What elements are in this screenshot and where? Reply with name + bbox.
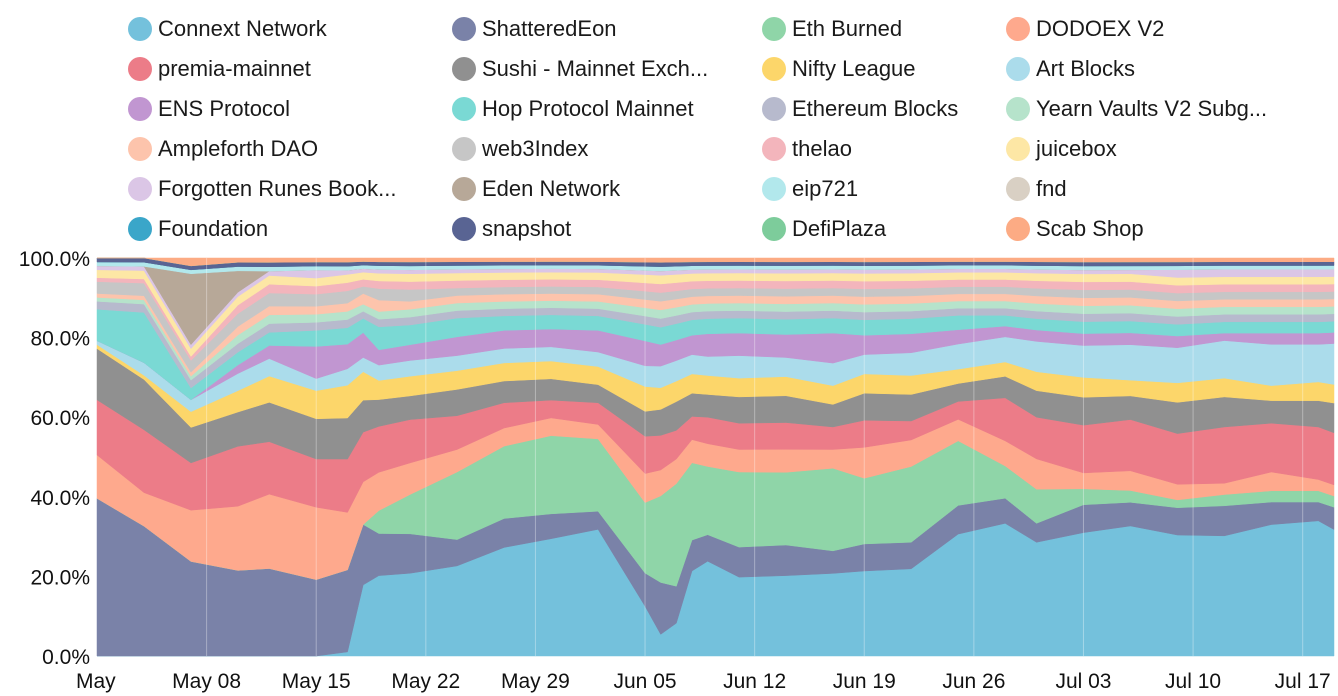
legend-label: ENS Protocol bbox=[158, 96, 291, 121]
legend-swatch bbox=[452, 17, 476, 41]
legend-item-connext-network[interactable]: Connext Network bbox=[128, 14, 327, 44]
legend-item-eip721[interactable]: eip721 bbox=[762, 174, 858, 204]
legend-item-defiplaza[interactable]: DefiPlaza bbox=[762, 214, 886, 244]
x-tick-label: May 15 bbox=[282, 670, 351, 693]
legend-label: Ampleforth DAO bbox=[158, 136, 319, 161]
legend-swatch bbox=[1006, 57, 1030, 81]
y-tick-label: 100.0% bbox=[19, 248, 90, 271]
legend-label: thelao bbox=[792, 136, 852, 161]
legend-label: DefiPlaza bbox=[792, 216, 887, 241]
area-layers bbox=[96, 257, 1335, 657]
legend-item-yearn-vaults-v2-subg[interactable]: Yearn Vaults V2 Subg... bbox=[1006, 94, 1267, 124]
legend-item-eden-network[interactable]: Eden Network bbox=[452, 174, 620, 204]
legend-label: juicebox bbox=[1036, 136, 1117, 161]
legend-swatch bbox=[762, 137, 786, 161]
x-tick-label: May 08 bbox=[172, 670, 241, 693]
legend-item-juicebox[interactable]: juicebox bbox=[1006, 134, 1117, 164]
legend-item-fnd[interactable]: fnd bbox=[1006, 174, 1067, 204]
y-tick-label: 40.0% bbox=[30, 487, 90, 510]
y-tick-label: 0.0% bbox=[42, 646, 90, 669]
legend-label: Eth Burned bbox=[792, 16, 903, 41]
legend-label: web3Index bbox=[482, 136, 589, 161]
legend-swatch bbox=[762, 57, 786, 81]
legend-item-eth-burned[interactable]: Eth Burned bbox=[762, 14, 902, 44]
legend-label: Ethereum Blocks bbox=[792, 96, 959, 121]
legend-swatch bbox=[128, 137, 152, 161]
legend-label: eip721 bbox=[792, 176, 859, 201]
legend-item-hop-protocol-mainnet[interactable]: Hop Protocol Mainnet bbox=[452, 94, 694, 124]
x-tick-label: May 29 bbox=[501, 670, 570, 693]
legend-label: Foundation bbox=[158, 216, 269, 241]
legend-item-scab-shop[interactable]: Scab Shop bbox=[1006, 214, 1144, 244]
legend-swatch bbox=[1006, 17, 1030, 41]
legend-swatch bbox=[1006, 97, 1030, 121]
legend-item-ens-protocol[interactable]: ENS Protocol bbox=[128, 94, 290, 124]
legend-label: Connext Network bbox=[158, 16, 327, 41]
legend-label: Eden Network bbox=[482, 176, 621, 201]
legend-swatch bbox=[452, 57, 476, 81]
x-tick-label: Jun 26 bbox=[942, 670, 1005, 693]
area-scab-shop[interactable] bbox=[97, 257, 1335, 267]
legend-item-ethereum-blocks[interactable]: Ethereum Blocks bbox=[762, 94, 958, 124]
x-tick-label: Jul 17 bbox=[1275, 670, 1331, 693]
legend-item-forgotten-runes-book[interactable]: Forgotten Runes Book... bbox=[128, 174, 396, 204]
legend-item-foundation[interactable]: Foundation bbox=[128, 214, 268, 244]
legend-swatch bbox=[762, 17, 786, 41]
legend: Connext Network ShatteredEon Eth Burned DOD… bbox=[0, 0, 1338, 248]
legend-label: DODOEX V2 bbox=[1036, 16, 1165, 41]
legend-swatch bbox=[128, 177, 152, 201]
x-axis: May May 08 May 15 May 22 May 29 Jun 05 Jun 12 J… bbox=[76, 670, 1331, 693]
legend-label: premia-mainnet bbox=[158, 56, 311, 81]
y-tick-label: 60.0% bbox=[30, 407, 90, 430]
legend-item-nifty-league[interactable]: Nifty League bbox=[762, 54, 916, 84]
legend-swatch bbox=[762, 217, 786, 241]
legend-label: Art Blocks bbox=[1036, 56, 1136, 81]
legend-item-sushi-mainnet-exch[interactable]: Sushi - Mainnet Exch... bbox=[452, 54, 708, 84]
legend-label: Hop Protocol Mainnet bbox=[482, 96, 694, 121]
x-tick-label: Jun 05 bbox=[614, 670, 677, 693]
legend-label: Nifty League bbox=[792, 56, 916, 81]
legend-swatch bbox=[1006, 177, 1030, 201]
x-tick-label: Jul 03 bbox=[1055, 670, 1111, 693]
legend-swatch bbox=[452, 97, 476, 121]
legend-label: Scab Shop bbox=[1036, 216, 1144, 241]
legend-swatch bbox=[128, 217, 152, 241]
legend-label: Forgotten Runes Book... bbox=[158, 176, 397, 201]
x-gridlines bbox=[206, 258, 1304, 656]
legend-swatch bbox=[452, 177, 476, 201]
legend-swatch bbox=[128, 17, 152, 41]
y-tick-label: 80.0% bbox=[30, 328, 90, 351]
legend-item-dodoex-v2[interactable]: DODOEX V2 bbox=[1006, 14, 1164, 44]
x-tick-label: May bbox=[76, 670, 116, 693]
legend-item-art-blocks[interactable]: Art Blocks bbox=[1006, 54, 1135, 84]
legend-item-snapshot[interactable]: snapshot bbox=[452, 214, 571, 244]
legend-swatch bbox=[1006, 217, 1030, 241]
legend-label: snapshot bbox=[482, 216, 572, 241]
legend-swatch bbox=[452, 137, 476, 161]
y-tick-label: 20.0% bbox=[30, 566, 90, 589]
legend-item-thelao[interactable]: thelao bbox=[762, 134, 852, 164]
legend-swatch bbox=[128, 57, 152, 81]
y-axis: 0.0% 20.0% 40.0% 60.0% 80.0% 100.0% bbox=[19, 248, 90, 669]
legend-item-premia-mainnet[interactable]: premia-mainnet bbox=[128, 54, 311, 84]
legend-label: Sushi - Mainnet Exch... bbox=[482, 56, 709, 81]
legend-label: fnd bbox=[1036, 176, 1067, 201]
x-tick-label: May 22 bbox=[391, 670, 460, 693]
legend-item-shatteredeon[interactable]: ShatteredEon bbox=[452, 14, 617, 44]
x-tick-label: Jun 12 bbox=[723, 670, 786, 693]
legend-swatch bbox=[762, 177, 786, 201]
legend-label: ShatteredEon bbox=[482, 16, 617, 41]
legend-swatch bbox=[1006, 137, 1030, 161]
legend-label: Yearn Vaults V2 Subg... bbox=[1036, 96, 1268, 121]
legend-swatch bbox=[762, 97, 786, 121]
x-tick-label: Jun 19 bbox=[833, 670, 896, 693]
legend-swatch bbox=[128, 97, 152, 121]
legend-item-ampleforth-dao[interactable]: Ampleforth DAO bbox=[128, 134, 318, 164]
x-tick-label: Jul 10 bbox=[1165, 670, 1221, 693]
legend-swatch bbox=[452, 217, 476, 241]
legend-item-web3index[interactable]: web3Index bbox=[452, 134, 588, 164]
